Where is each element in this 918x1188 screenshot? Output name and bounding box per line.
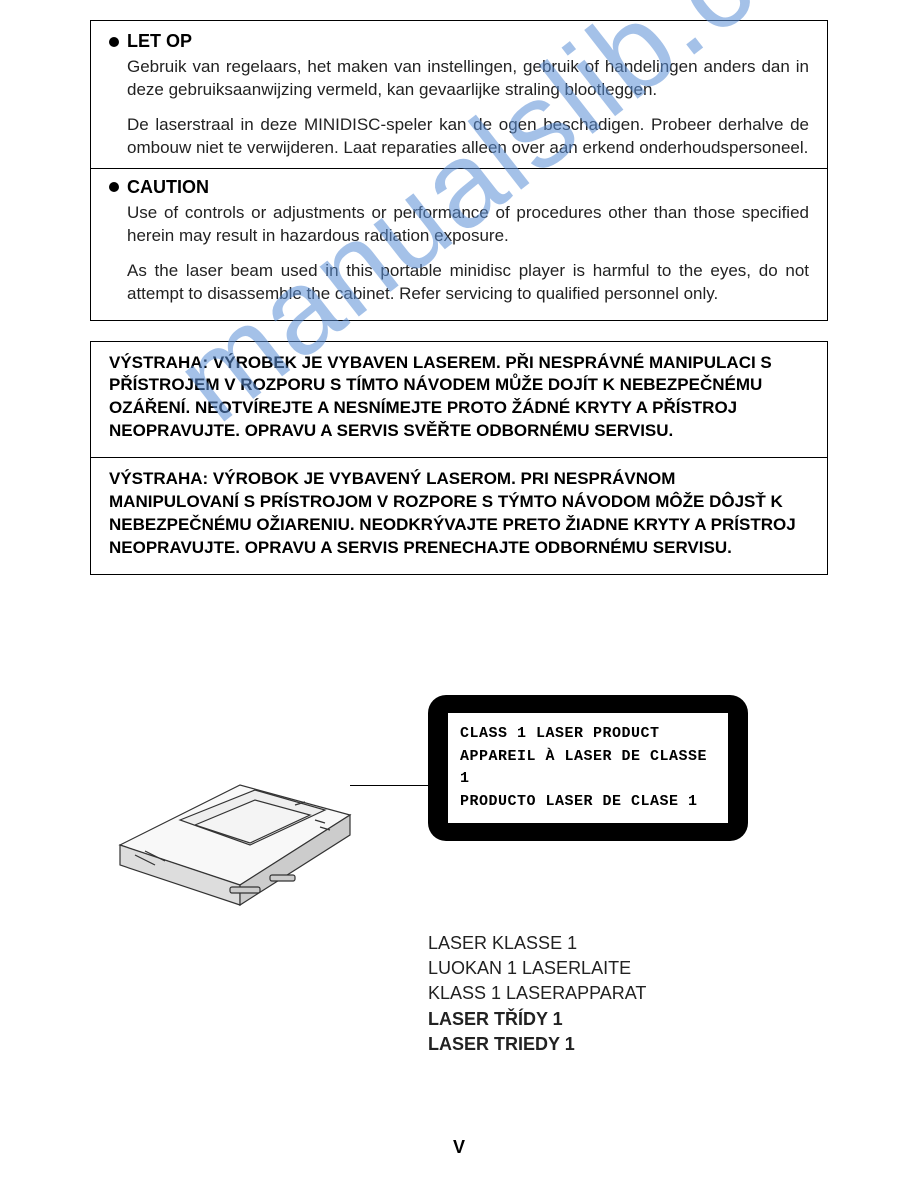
caution-heading: CAUTION [109, 177, 809, 198]
laser-luokan-fi: LUOKAN 1 LASERLAITE [428, 956, 828, 981]
vystraha-sk: VÝSTRAHA: VÝROBOK JE VYBAVENÝ LASEROM. P… [91, 458, 827, 574]
letop-p2: De laserstraal in deze MINIDISC-speler k… [127, 114, 809, 160]
laser-klass-sv: KLASS 1 LASERAPPARAT [428, 981, 828, 1006]
vystraha-container: VÝSTRAHA: VÝROBEK JE VYBAVEN LASEREM. PŘ… [90, 341, 828, 576]
laser-triedy-sk: LASER TRIEDY 1 [428, 1032, 828, 1057]
label-line-2: APPAREIL À LASER DE CLASSE 1 [460, 746, 716, 791]
letop-p1: Gebruik van regelaars, het maken van ins… [127, 56, 809, 102]
laser-label-inner: CLASS 1 LASER PRODUCT APPAREIL À LASER D… [448, 713, 728, 823]
box-divider [91, 168, 827, 169]
minidisc-player-icon [90, 715, 370, 915]
caution-body: Use of controls or adjustments or perfor… [109, 202, 809, 306]
bullet-icon [109, 182, 119, 192]
letop-heading-text: LET OP [127, 31, 192, 52]
warning-box-top: LET OP Gebruik van regelaars, het maken … [90, 20, 828, 321]
laser-label-box: CLASS 1 LASER PRODUCT APPAREIL À LASER D… [428, 695, 748, 841]
page-number: V [453, 1137, 465, 1158]
label-line-3: PRODUCTO LASER DE CLASE 1 [460, 791, 716, 814]
diagram-row: CLASS 1 LASER PRODUCT APPAREIL À LASER D… [90, 695, 828, 915]
vystraha-cz: VÝSTRAHA: VÝROBEK JE VYBAVEN LASEREM. PŘ… [91, 342, 827, 458]
letop-heading: LET OP [109, 31, 809, 52]
letop-body: Gebruik van regelaars, het maken van ins… [109, 56, 809, 160]
label-column: CLASS 1 LASER PRODUCT APPAREIL À LASER D… [428, 695, 748, 841]
device-illustration [90, 715, 370, 915]
caution-heading-text: CAUTION [127, 177, 209, 198]
laser-tridy-cz: LASER TŘÍDY 1 [428, 1007, 828, 1032]
label-line-1: CLASS 1 LASER PRODUCT [460, 723, 716, 746]
laser-klasse-de: LASER KLASSE 1 [428, 931, 828, 956]
bullet-icon [109, 37, 119, 47]
caution-p1: Use of controls or adjustments or perfor… [127, 202, 809, 248]
laser-class-translations: LASER KLASSE 1 LUOKAN 1 LASERLAITE KLASS… [428, 931, 828, 1057]
caution-p2: As the laser beam used in this portable … [127, 260, 809, 306]
